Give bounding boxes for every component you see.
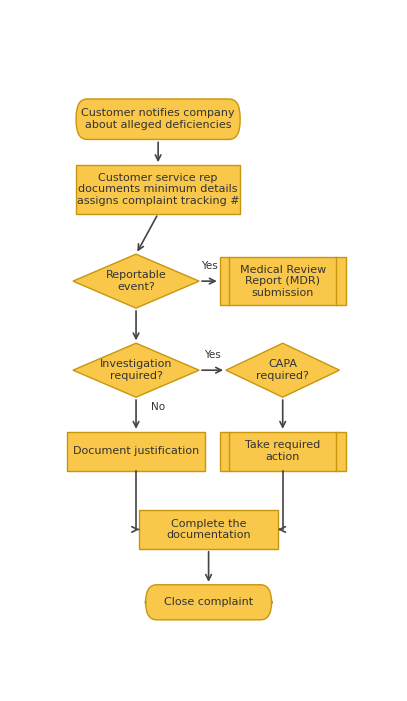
Text: No: No [151, 402, 165, 411]
Text: Investigation
required?: Investigation required? [100, 360, 172, 381]
Text: Medical Review
Report (MDR)
submission: Medical Review Report (MDR) submission [240, 264, 326, 298]
Text: Complete the
documentation: Complete the documentation [166, 519, 251, 540]
FancyBboxPatch shape [67, 432, 206, 470]
Text: CAPA
required?: CAPA required? [256, 360, 309, 381]
Polygon shape [226, 343, 339, 397]
Polygon shape [73, 343, 199, 397]
Text: Customer notifies company
about alleged deficiencies: Customer notifies company about alleged … [81, 109, 235, 130]
FancyBboxPatch shape [146, 585, 272, 620]
Polygon shape [73, 254, 199, 308]
Text: Reportable
event?: Reportable event? [106, 271, 166, 292]
Text: Yes: Yes [201, 261, 218, 271]
Text: Customer service rep
documents minimum details
assigns complaint tracking #: Customer service rep documents minimum d… [77, 172, 239, 206]
Text: Close complaint: Close complaint [164, 597, 253, 607]
FancyBboxPatch shape [220, 257, 346, 306]
FancyBboxPatch shape [220, 432, 346, 470]
Text: Yes: Yes [204, 350, 221, 360]
Text: Document justification: Document justification [73, 446, 199, 456]
FancyBboxPatch shape [76, 165, 240, 214]
Text: Take required
action: Take required action [245, 440, 320, 462]
FancyBboxPatch shape [76, 99, 240, 139]
FancyBboxPatch shape [139, 510, 278, 549]
